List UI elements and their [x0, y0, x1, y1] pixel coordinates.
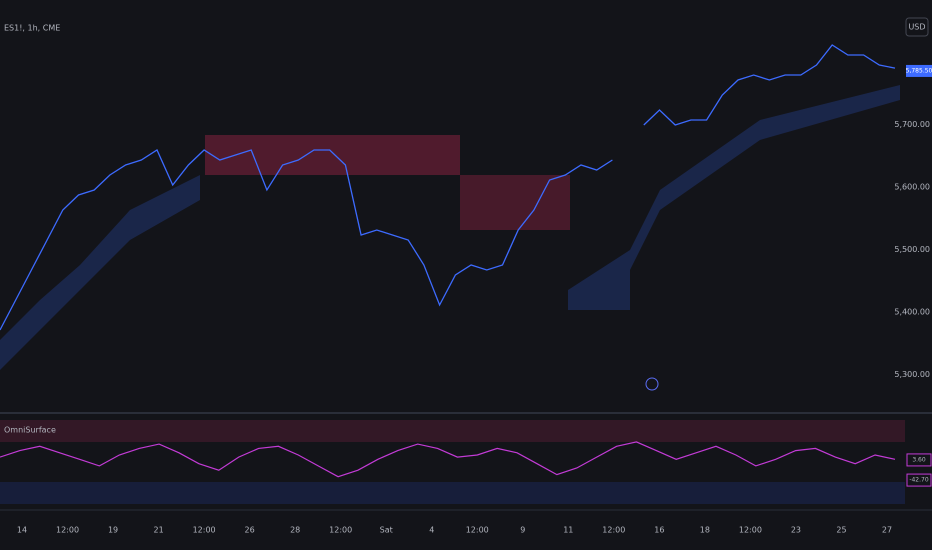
- time-tick-label: 4: [429, 526, 434, 535]
- upper-cloud: [460, 175, 570, 230]
- indicator-value-label: 3.60: [912, 456, 926, 463]
- event-marker[interactable]: [645, 377, 659, 391]
- indicator-value-tag: [906, 473, 932, 487]
- currency-label[interactable]: USD: [908, 23, 925, 32]
- currency-button[interactable]: [905, 17, 929, 37]
- price-tick-label: 5,400.00: [894, 307, 930, 316]
- price-tick-label: 5,300.00: [894, 370, 930, 379]
- time-tick-label: 19: [108, 526, 118, 535]
- price-line: [0, 44, 896, 331]
- time-tick-label: 12:00: [193, 526, 216, 535]
- lower-cloud: [0, 175, 200, 370]
- time-tick-label: 26: [245, 526, 255, 535]
- time-tick-label: 12:00: [739, 526, 762, 535]
- last-price-tag: [906, 64, 932, 77]
- price-tick-label: 5,700.00: [894, 120, 930, 129]
- symbol-label: ES1!, 1h, CME: [4, 24, 60, 33]
- time-tick-label: 21: [153, 526, 163, 535]
- time-tick-label: 12:00: [329, 526, 352, 535]
- indicator-line: [0, 441, 896, 478]
- time-tick-label: 12:00: [56, 526, 79, 535]
- indicator-value-tag: [906, 453, 932, 467]
- time-tick-label: 12:00: [602, 526, 625, 535]
- time-tick-label: 12:00: [466, 526, 489, 535]
- time-tick-label: Sat: [380, 526, 393, 535]
- time-tick-label: 23: [791, 526, 801, 535]
- price-tick-label: 5,600.00: [894, 182, 930, 191]
- time-tick-label: 9: [520, 526, 525, 535]
- last-price-label: 5,785.50: [906, 67, 932, 74]
- indicator-name: OmniSurface: [4, 426, 56, 435]
- time-tick-label: 16: [654, 526, 664, 535]
- indicator-value-label: -42.70: [909, 477, 929, 484]
- indicator-upper-zone: [0, 420, 905, 442]
- time-tick-label: 27: [882, 526, 892, 535]
- price-tick-label: 5,500.00: [894, 245, 930, 254]
- time-tick-label: 11: [563, 526, 573, 535]
- time-tick-label: 25: [836, 526, 846, 535]
- indicator-lower-zone: [0, 482, 905, 504]
- time-tick-label: 18: [700, 526, 710, 535]
- lower-cloud: [568, 85, 900, 310]
- time-tick-label: 28: [290, 526, 300, 535]
- upper-cloud: [205, 135, 460, 175]
- time-tick-label: 14: [17, 526, 27, 535]
